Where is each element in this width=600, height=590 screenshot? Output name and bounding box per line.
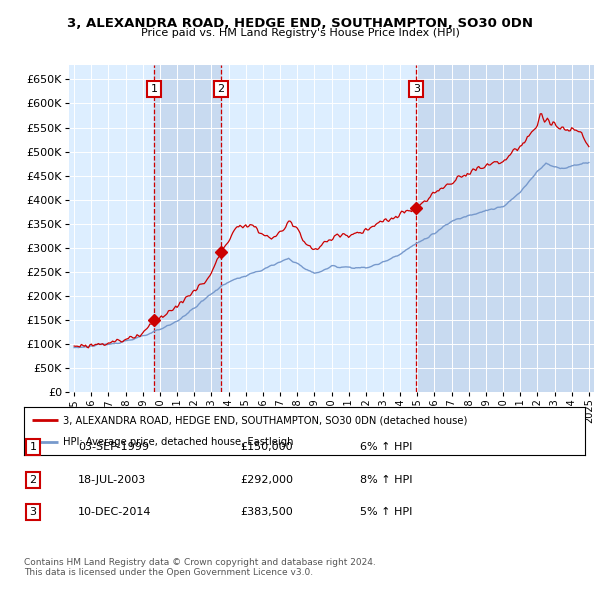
Text: 1: 1 — [151, 84, 158, 94]
Text: 03-SEP-1999: 03-SEP-1999 — [78, 442, 149, 452]
Text: 6% ↑ HPI: 6% ↑ HPI — [360, 442, 412, 452]
Text: £150,000: £150,000 — [240, 442, 293, 452]
Bar — [416, 65, 598, 392]
Bar — [154, 65, 221, 392]
Text: 3: 3 — [29, 507, 37, 517]
Text: £383,500: £383,500 — [240, 507, 293, 517]
Text: HPI: Average price, detached house, Eastleigh: HPI: Average price, detached house, East… — [63, 437, 294, 447]
Text: 3: 3 — [413, 84, 420, 94]
Text: 5% ↑ HPI: 5% ↑ HPI — [360, 507, 412, 517]
Text: 1: 1 — [29, 442, 37, 452]
Text: 2: 2 — [29, 475, 37, 484]
Text: 10-DEC-2014: 10-DEC-2014 — [78, 507, 151, 517]
Text: 2: 2 — [217, 84, 224, 94]
Text: 18-JUL-2003: 18-JUL-2003 — [78, 475, 146, 484]
Text: 8% ↑ HPI: 8% ↑ HPI — [360, 475, 413, 484]
Text: £292,000: £292,000 — [240, 475, 293, 484]
Text: Contains HM Land Registry data © Crown copyright and database right 2024.
This d: Contains HM Land Registry data © Crown c… — [24, 558, 376, 577]
Text: Price paid vs. HM Land Registry's House Price Index (HPI): Price paid vs. HM Land Registry's House … — [140, 28, 460, 38]
Text: 3, ALEXANDRA ROAD, HEDGE END, SOUTHAMPTON, SO30 0DN: 3, ALEXANDRA ROAD, HEDGE END, SOUTHAMPTO… — [67, 17, 533, 30]
Text: 3, ALEXANDRA ROAD, HEDGE END, SOUTHAMPTON, SO30 0DN (detached house): 3, ALEXANDRA ROAD, HEDGE END, SOUTHAMPTO… — [63, 415, 467, 425]
